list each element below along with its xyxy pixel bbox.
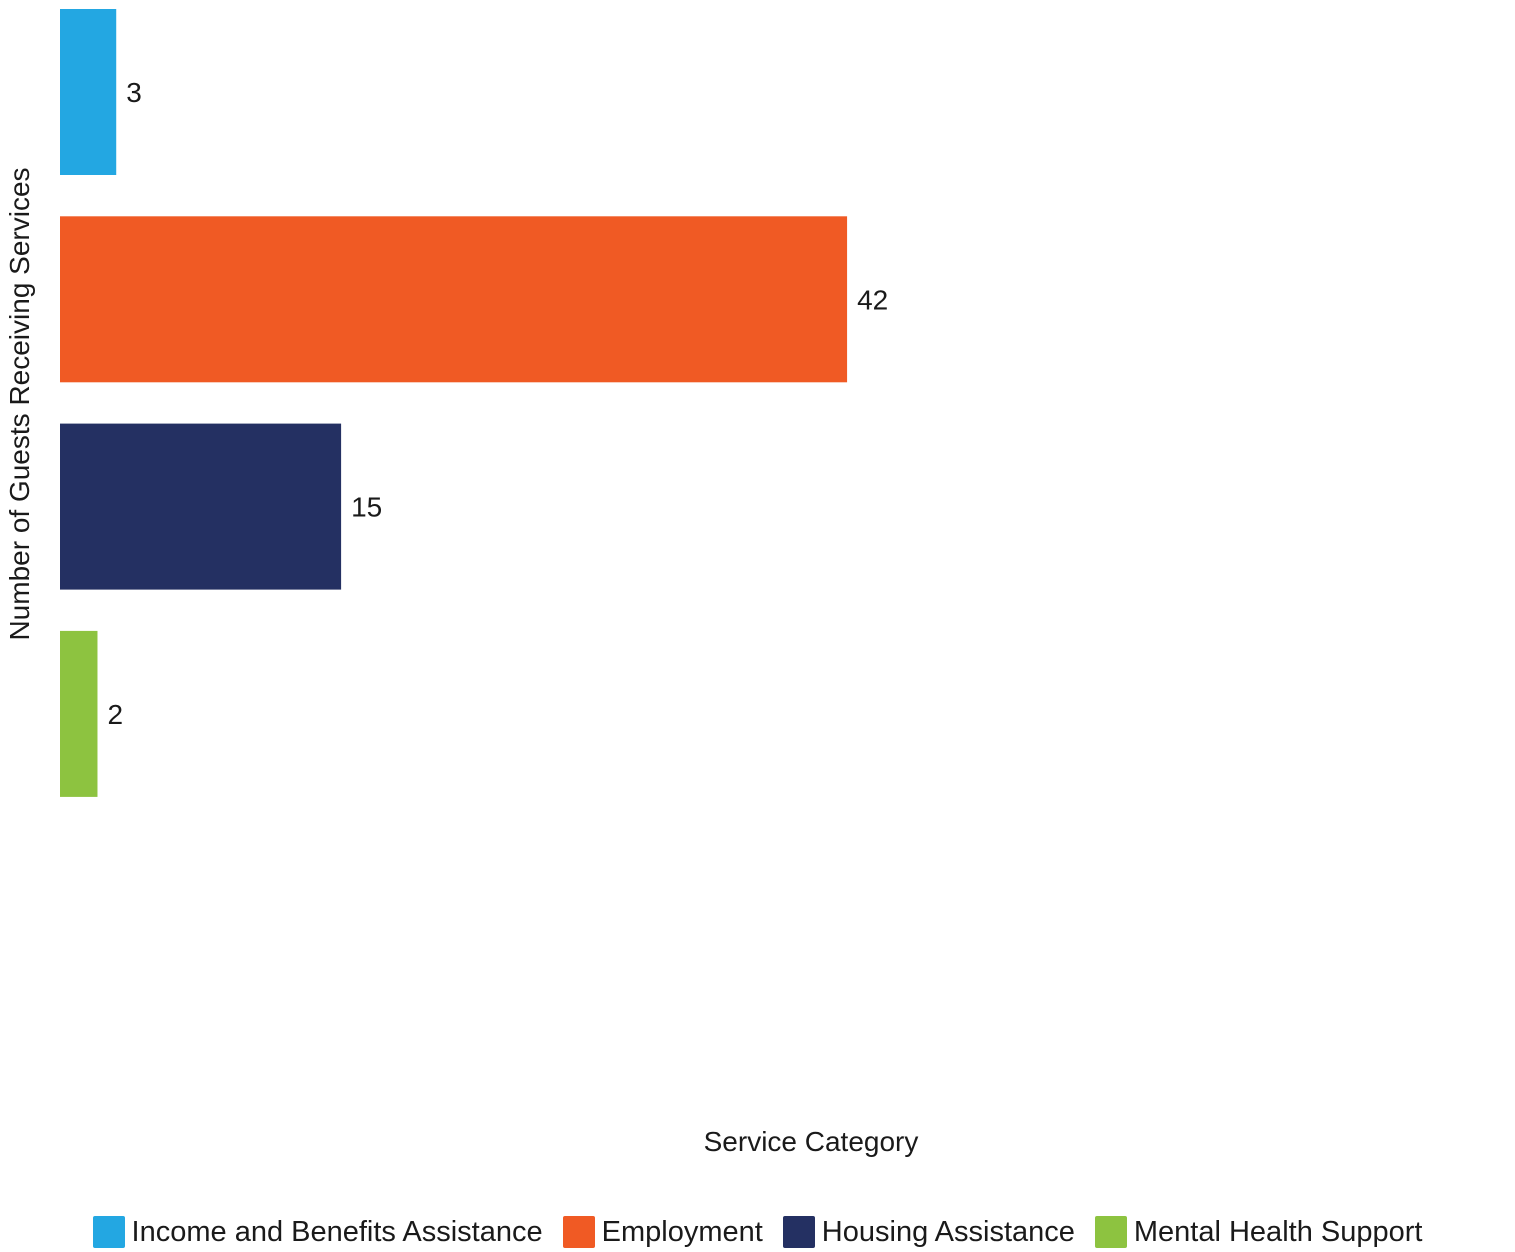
bar[interactable]	[60, 423, 342, 590]
legend-item[interactable]: Housing Assistance	[782, 1215, 1075, 1249]
data-label: 42	[857, 284, 888, 315]
legend-swatch	[92, 1216, 125, 1248]
data-label: 15	[351, 492, 382, 523]
data-label: 2	[107, 699, 123, 730]
legend-label: Mental Health Support	[1133, 1215, 1423, 1248]
legend-item[interactable]: Income and Benefits Assistance	[92, 1215, 543, 1249]
bar[interactable]	[60, 9, 117, 175]
bar[interactable]	[60, 216, 848, 383]
legend-item[interactable]: Mental Health Support	[1094, 1215, 1423, 1249]
legend-item[interactable]: Employment	[562, 1215, 763, 1249]
bar[interactable]	[60, 630, 98, 797]
data-labels-group: 3 42 15 2	[107, 77, 888, 730]
legend-label: Employment	[601, 1215, 763, 1248]
legend-swatch	[1094, 1216, 1127, 1248]
legend-swatch	[562, 1216, 595, 1248]
legend-label: Income and Benefits Assistance	[131, 1215, 543, 1248]
x-axis-label: Service Category	[703, 1126, 919, 1157]
legend-swatch	[782, 1216, 815, 1248]
data-label: 3	[126, 77, 142, 108]
legend-label: Housing Assistance	[821, 1215, 1075, 1248]
bars-group	[60, 9, 848, 797]
legend: Income and Benefits Assistance Employmen…	[0, 1212, 1515, 1252]
y-axis-label: Number of Guests Receiving Services	[4, 167, 35, 641]
